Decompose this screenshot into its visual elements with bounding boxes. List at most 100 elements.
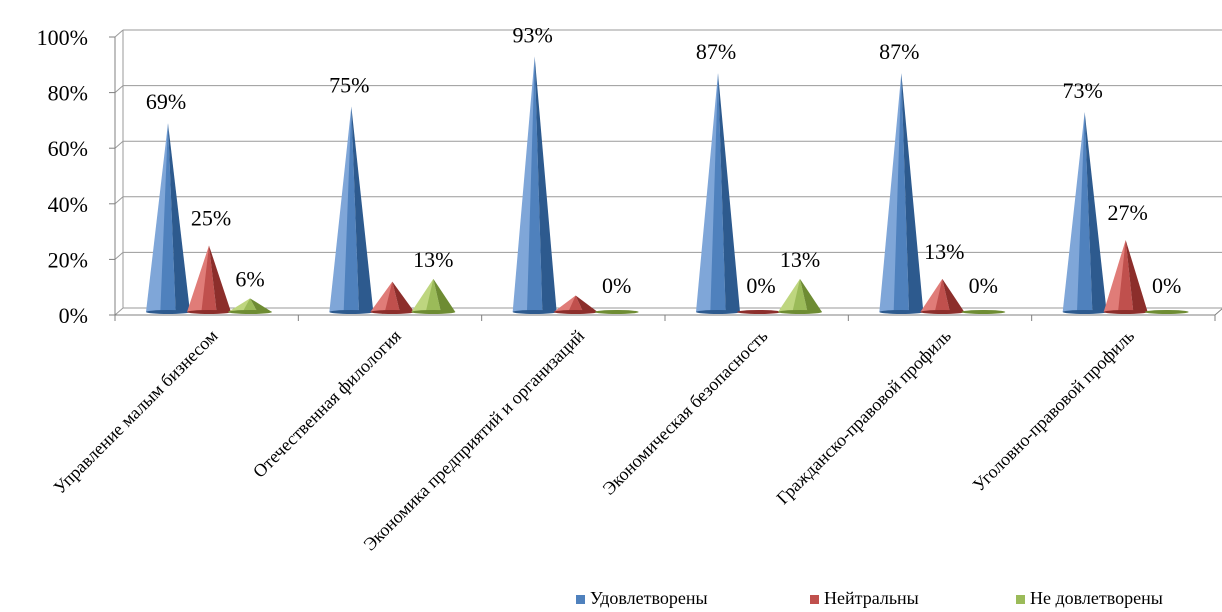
cone-base [411,310,456,314]
data-label: 87% [696,39,736,64]
data-label: 93% [513,22,553,47]
data-label: 87% [879,39,919,64]
cone-face-front [934,278,951,313]
cone-base [961,310,1006,314]
cone-bar[interactable] [146,123,190,314]
data-label: 13% [924,239,964,264]
legend: Удовлетворены Нейтральны Не довлетворены [576,588,1163,608]
legend-swatch [576,595,585,604]
data-labels: 69%25%6%75%13%93%0%87%0%13%87%13%0%73%27… [146,22,1181,298]
data-label: 13% [780,247,820,272]
data-label: 0% [602,273,631,298]
cone-base [228,310,272,314]
cone-face-right [392,281,415,313]
cone-base [778,310,822,314]
cone-face-right [433,278,456,313]
legend-item: Нейтральны [810,588,919,608]
gridline-side [114,307,124,316]
cone-bar[interactable] [1062,112,1107,314]
legend-swatch [1016,595,1025,604]
cone-face-right [1125,239,1148,313]
cone-base [187,310,231,314]
cone-face-right [168,123,190,313]
cone-base [370,310,415,314]
cone-bar[interactable] [778,278,822,314]
floor-edge [1214,308,1222,316]
legend-label: Нейтральны [824,588,919,608]
gridline-side [114,140,124,149]
cone-face-front [893,73,910,313]
x-category-label: Отечественная филология [249,326,405,482]
cone-face-front [160,123,176,313]
data-label: 6% [235,266,264,291]
cone-bar[interactable] [879,73,924,314]
x-category-label: Управление малым бизнесом [50,326,222,498]
cone-bar[interactable] [329,106,374,315]
x-category-label: Уголовно-правовой профиль [969,326,1138,495]
cone-face-right [250,298,272,313]
cone-bar[interactable] [411,278,456,314]
cone-base [1103,310,1148,314]
data-label: 27% [1108,200,1148,225]
cone-face-front [425,278,442,313]
data-label: 69% [146,89,186,114]
cone-base [553,310,598,314]
y-tick-label: 20% [48,247,88,272]
cone-bar[interactable] [920,278,965,314]
cone-face-right [800,278,822,313]
cone-face-right [718,73,740,313]
cone-base [512,310,557,314]
bars [146,56,1189,314]
cone-face-right [351,106,374,313]
cone-bar[interactable] [737,310,781,314]
data-label: 0% [746,273,775,298]
cone-bar[interactable] [1103,239,1148,314]
cone-face-right [942,278,965,313]
cone-face-front [567,295,584,313]
legend-label: Не довлетворены [1030,588,1163,608]
cone-base [920,310,965,314]
cone-base [696,310,740,314]
x-category-label: Экономика предприятий и организаций [359,325,588,554]
y-tick-label: 40% [48,192,88,217]
cone-bar[interactable] [512,56,557,314]
gridline-side [114,29,124,38]
data-label: 75% [329,73,369,98]
y-tick-label: 60% [48,136,88,161]
cone-bar[interactable] [961,310,1006,314]
data-label: 0% [969,273,998,298]
cone-face-front [384,281,401,313]
data-label: 13% [413,247,453,272]
cone-face-front [343,106,360,313]
cone-base [1062,310,1107,314]
data-label: 73% [1063,78,1103,103]
cone-bar[interactable] [1144,310,1189,314]
x-category-label: Экономическая безопасность [599,326,772,499]
cone-face-front [526,56,543,313]
cone-face-front [792,278,808,313]
cone-face-right [575,295,598,313]
data-label: 0% [1152,273,1181,298]
gridline-side [114,196,124,205]
cone-face-front [242,298,258,313]
cone-bar[interactable] [594,310,639,314]
cone-face-front [710,73,726,313]
x-category-label: Гражданско-правовой профиль [772,326,954,508]
cone-face-right [1084,112,1107,313]
cone-base [879,310,924,314]
cone-bar[interactable] [187,245,231,315]
cone-bar[interactable] [553,295,598,314]
gridline-side [114,252,124,260]
legend-label: Удовлетворены [590,588,708,608]
y-tick-label: 80% [48,81,88,106]
data-label: 25% [191,206,231,231]
cone-bar[interactable] [370,281,415,314]
cone-base [594,310,639,314]
cone-base [1144,310,1189,314]
cone-bar[interactable] [696,73,740,314]
y-tick-label: 100% [37,25,88,50]
cone-bar[interactable] [228,298,272,314]
cone-base [737,310,781,314]
